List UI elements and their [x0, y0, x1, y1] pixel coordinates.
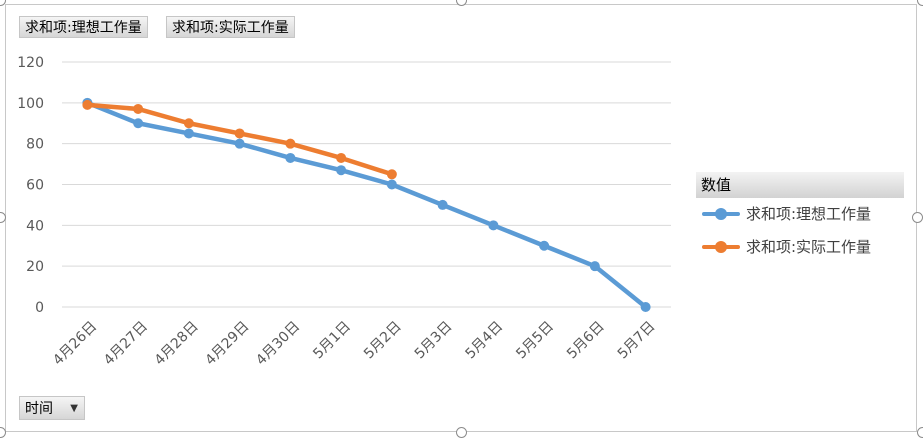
data-point	[82, 99, 93, 110]
data-point	[386, 179, 397, 190]
legend-marker-swatch	[715, 208, 727, 220]
data-point	[386, 169, 397, 180]
x-tick-label: 5月3日	[412, 319, 456, 363]
data-point	[437, 199, 448, 210]
data-point	[234, 128, 245, 139]
resize-handle-top-right[interactable]	[917, 0, 923, 6]
gridlines	[62, 61, 671, 308]
dropdown-arrow-icon: ▼	[70, 403, 78, 414]
data-point	[183, 128, 194, 139]
legend-marker-swatch	[715, 241, 727, 253]
y-tick-label: 0	[35, 300, 44, 316]
legend-item-label: 求和项:实际工作量	[746, 238, 872, 256]
legend-item-actual[interactable]: 求和项:实际工作量	[700, 236, 910, 258]
x-tick-label: 4月30日	[253, 319, 303, 369]
data-point	[539, 240, 550, 251]
data-series	[82, 97, 651, 312]
x-tick-label: 4月27日	[101, 319, 151, 369]
x-tick-label: 5月1日	[310, 319, 354, 363]
x-tick-label: 5月4日	[462, 319, 506, 363]
axis-field-label: 时间	[25, 401, 53, 417]
x-tick-label: 4月26日	[50, 319, 100, 369]
field-button-actual-workload[interactable]: 求和项:实际工作量	[166, 16, 295, 38]
legend-item-label: 求和项:理想工作量	[746, 205, 872, 223]
y-tick-label: 120	[17, 55, 44, 71]
y-tick-label: 40	[26, 218, 44, 234]
chart-area[interactable]	[5, 4, 917, 432]
data-point	[234, 138, 245, 149]
x-tick-label: 5月5日	[513, 319, 557, 363]
x-tick-label: 5月7日	[615, 319, 659, 363]
series-line	[85, 100, 648, 310]
x-axis-tick-labels: 4月26日 4月27日 4月28日 4月29日 4月30日 5月1日 5月2日 5月3日 5月4…	[50, 319, 658, 369]
legend-title: 数值	[696, 172, 904, 198]
data-point	[488, 220, 499, 231]
x-tick-label: 4月29日	[202, 319, 252, 369]
series-2	[82, 99, 397, 180]
y-tick-label: 100	[17, 96, 44, 112]
data-point	[133, 103, 144, 114]
x-tick-label: 4月28日	[152, 319, 202, 369]
field-button-ideal-workload[interactable]: 求和项:理想工作量	[19, 16, 148, 38]
series-1	[82, 97, 651, 312]
y-tick-label: 60	[26, 178, 44, 194]
data-point	[183, 118, 194, 129]
data-point	[133, 118, 144, 129]
data-point	[336, 165, 347, 176]
legend-item-ideal[interactable]: 求和项:理想工作量	[700, 203, 910, 225]
y-tick-label: 80	[26, 137, 44, 153]
x-tick-label: 5月2日	[361, 319, 405, 363]
data-point	[285, 138, 296, 149]
data-point	[640, 302, 651, 312]
data-point	[285, 152, 296, 163]
y-axis-tick-labels: 0 20 40 60 80 100 120	[17, 55, 44, 316]
y-tick-label: 20	[26, 259, 44, 275]
axis-field-button-time[interactable]: 时间 ▼	[19, 396, 85, 420]
data-point	[589, 261, 600, 272]
x-tick-label: 5月6日	[564, 319, 608, 363]
data-point	[336, 152, 347, 163]
